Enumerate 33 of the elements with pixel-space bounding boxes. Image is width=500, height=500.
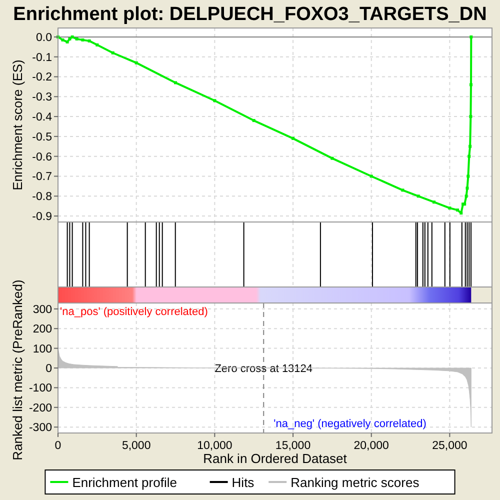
y-tick-label: -0.8 [32,191,52,204]
x-tick-label: 10,000 [197,440,232,452]
y-tick-label: -0.9 [32,211,52,224]
y-tick-label: -0.4 [32,112,53,124]
y-tick-label: 200 [32,324,52,336]
y-tick-label: 0 [46,363,52,375]
y-tick-label: 0.0 [36,32,52,44]
x-tick-label: 0 [54,440,62,452]
legend-label: Ranking metric scores [290,475,420,490]
y-tick-label: -0.3 [32,92,52,104]
y-tick-label: -300 [28,422,52,434]
y-tick-label: -0.1 [32,52,52,64]
y-tick-label: -0.5 [32,131,52,144]
y-axis-title: Enrichment score (ES) [10,60,25,190]
x-axis-title: Rank in Ordered Dataset [203,451,348,466]
chart-title: Enrichment plot: DELPUECH_FOXO3_TARGETS_DN [13,4,487,25]
y-tick-label: -0.6 [32,151,52,164]
y-tick-label: 300 [32,304,52,316]
y-tick-label: -100 [28,382,52,395]
x-tick-label: 5,000 [122,440,151,452]
y-tick-label: -200 [28,402,52,414]
y-tick-label: -0.2 [32,72,52,84]
y-axis-title: Ranked list metric (PreRanked) [10,280,25,460]
annotation: 'na_pos' (positively correlated) [60,306,208,318]
annotation: 'na_neg' (negatively correlated) [274,418,426,430]
y-tick-label: -0.7 [32,171,52,184]
x-tick-label: 25,000 [432,440,468,452]
x-tick-label: 20,000 [354,440,389,452]
ref-line-label: Zero cross at 13124 [214,363,313,375]
legend-label: Hits [232,475,255,490]
x-tick-label: 15,000 [275,440,311,452]
y-tick-label: 100 [32,343,52,356]
legend-label: Enrichment profile [72,475,177,490]
